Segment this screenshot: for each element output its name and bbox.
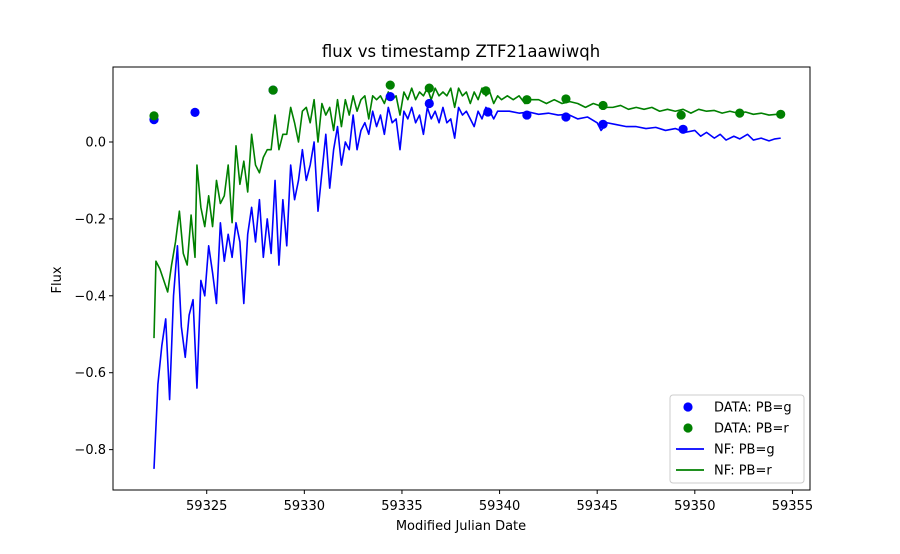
chart-legend: DATA: PB=g DATA: PB=r NF: PB=g NF: PB=r (669, 394, 805, 484)
y-tick-label: 0.0 (85, 135, 106, 150)
data-point-data-pb-r (481, 86, 491, 96)
data-point-data-pb-r (385, 80, 395, 90)
x-tick-label: 59350 (674, 499, 715, 514)
data-point-data-pb-g (483, 107, 493, 117)
data-point-data-pb-g (598, 119, 608, 129)
data-point-data-pb-r (268, 85, 278, 95)
legend-label: NF: PB=r (714, 464, 772, 479)
data-point-data-pb-r (598, 100, 608, 111)
x-tick-label: 59330 (284, 499, 325, 514)
axis-ticks: 59325 59330 59335 59340 59345 59350 59355 −0.8 −… (74, 135, 813, 514)
legend-box (669, 394, 805, 484)
legend-label: DATA: PB=g (714, 401, 792, 416)
data-point-data-pb-r (735, 108, 745, 118)
y-tick-label: −0.4 (74, 289, 106, 304)
x-tick-label: 59355 (772, 499, 813, 514)
data-point-data-pb-g (522, 110, 532, 120)
x-axis-label: Modified Julian Date (396, 519, 526, 534)
axes-frame (112, 66, 811, 491)
y-tick-label: −0.8 (74, 443, 106, 458)
x-tick-label: 59340 (479, 499, 520, 514)
series-line-nf-pb-r (153, 87, 781, 339)
data-point-data-pb-r (676, 110, 686, 120)
data-point-data-pb-r (776, 109, 786, 119)
y-tick-label: −0.2 (74, 212, 106, 227)
plot-area (149, 80, 786, 469)
series-line-nf-pb-g (153, 106, 781, 469)
y-tick-label: −0.6 (74, 366, 106, 381)
legend-label: NF: PB=g (714, 443, 775, 458)
x-tick-label: 59335 (381, 499, 422, 514)
legend-marker (683, 423, 693, 433)
data-point-data-pb-g (424, 98, 434, 109)
data-point-data-pb-r (561, 94, 571, 104)
data-point-data-pb-g (678, 124, 688, 134)
data-point-data-pb-g (385, 92, 395, 102)
data-point-data-pb-g (190, 107, 200, 117)
data-point-data-pb-g (561, 112, 571, 122)
data-point-data-pb-r (149, 111, 159, 121)
legend-marker (683, 402, 693, 412)
x-tick-label: 59325 (186, 499, 227, 514)
legend-label: DATA: PB=r (714, 422, 789, 437)
x-tick-label: 59345 (577, 499, 618, 514)
y-axis-label: Flux (50, 266, 65, 293)
data-point-data-pb-r (424, 83, 434, 93)
chart-title: flux vs timestamp ZTF21aawiwqh (322, 42, 600, 61)
data-point-data-pb-r (522, 95, 532, 105)
